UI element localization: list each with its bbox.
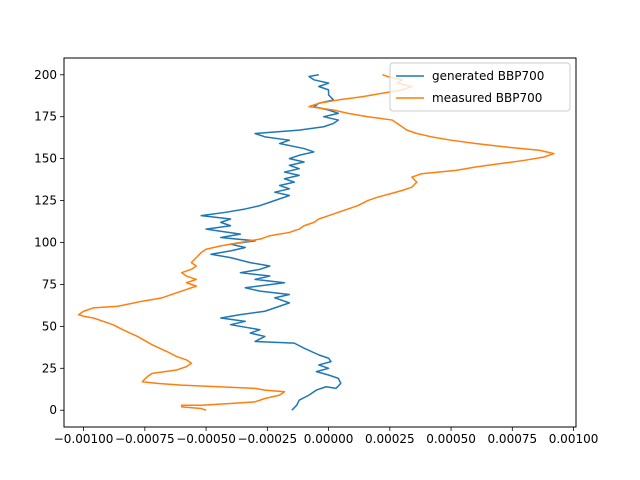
x-tick-label: −0.00075 <box>115 432 175 446</box>
y-tick-label: 75 <box>42 277 57 291</box>
axes-frame <box>63 57 577 428</box>
y-tick-label: 200 <box>34 68 57 82</box>
legend-label: generated BBP700 <box>432 69 544 83</box>
y-tick-label: 175 <box>34 110 57 124</box>
series-line-1 <box>77 74 555 411</box>
legend-label: measured BBP700 <box>432 91 542 105</box>
x-tick-label: 0.00050 <box>426 432 476 446</box>
y-tick-label: 50 <box>42 319 57 333</box>
legend: generated BBP700 measured BBP700 <box>389 62 571 112</box>
x-tick-label: 0.00075 <box>487 432 537 446</box>
x-axis: −0.00100 −0.00075 −0.00050 −0.00025 0.00000 0… <box>54 427 599 446</box>
x-tick-label: 0.00000 <box>304 432 354 446</box>
y-tick-label: 100 <box>34 236 57 250</box>
y-tick-label: 0 <box>49 403 57 417</box>
y-tick-label: 25 <box>42 361 57 375</box>
y-tick-label: 150 <box>34 152 57 166</box>
y-tick-label: 125 <box>34 194 57 208</box>
x-tick-label: −0.00050 <box>176 432 236 446</box>
x-tick-label: 0.00025 <box>365 432 415 446</box>
y-axis: 0 25 50 75 100 125 150 175 200 <box>34 68 64 417</box>
x-tick-label: 0.00100 <box>549 432 599 446</box>
series-line-0 <box>200 74 342 411</box>
plot-lines <box>77 74 555 411</box>
x-tick-label: −0.00100 <box>54 432 114 446</box>
x-tick-label: −0.00025 <box>237 432 297 446</box>
legend-box <box>389 62 571 112</box>
